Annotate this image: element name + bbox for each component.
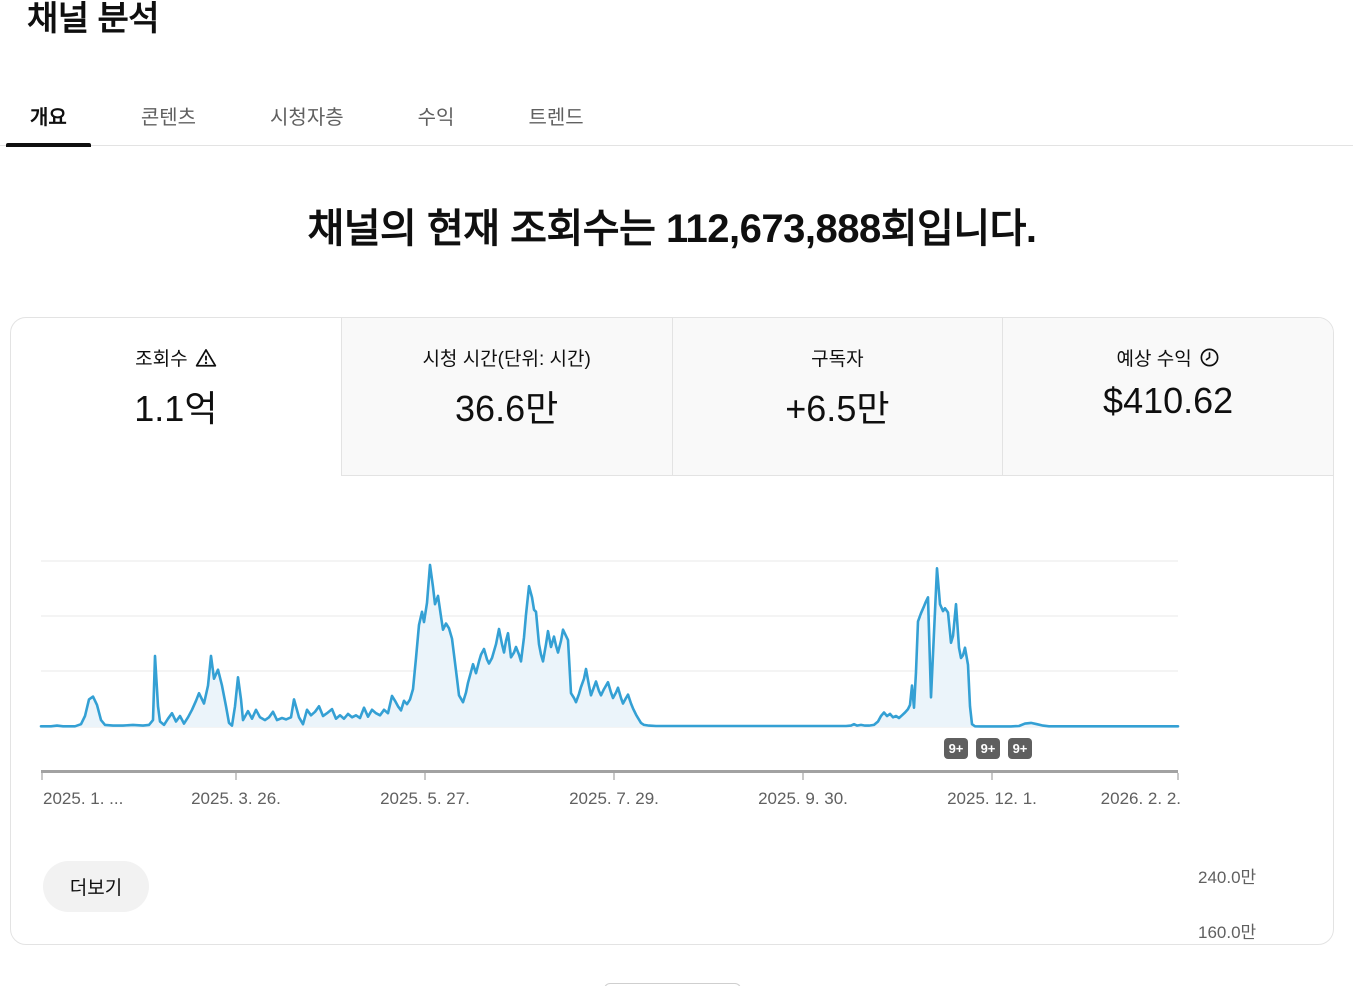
analytics-card: 조회수 1.1억 시청 시간(단위: 시간) 36.6만: [10, 317, 1334, 945]
metric-strip: 조회수 1.1억 시청 시간(단위: 시간) 36.6만: [11, 318, 1333, 476]
tab-overview[interactable]: 개요: [6, 85, 91, 147]
see-more-button[interactable]: 더보기: [43, 861, 149, 912]
tab-revenue-label: 수익: [417, 106, 455, 129]
metric-watch-time-label: 시청 시간(단위: 시간): [422, 349, 591, 370]
video-marker-badge-2[interactable]: 9+: [976, 738, 1000, 759]
tab-content[interactable]: 콘텐츠: [117, 85, 220, 146]
metric-views-value: 1.1억: [134, 388, 218, 429]
x-tick-mar: 2025. 3. 26.: [191, 789, 281, 808]
metric-subscribers-value: +6.5만: [785, 388, 890, 429]
x-axis-ticks: [41, 773, 1179, 780]
clock-icon: [1199, 347, 1220, 368]
metric-revenue[interactable]: 예상 수익 $410.62: [1002, 318, 1333, 476]
tab-trends-label: 트렌드: [528, 106, 584, 129]
x-tick-dec: 2025. 12. 1.: [947, 789, 1037, 808]
views-line-chart[interactable]: [11, 531, 1334, 781]
tab-audience-label: 시청자층: [270, 106, 344, 129]
tab-revenue[interactable]: 수익: [394, 85, 479, 146]
tab-content-label: 콘텐츠: [140, 106, 197, 129]
metric-revenue-value: $410.62: [1103, 380, 1234, 421]
tab-overview-label: 개요: [30, 106, 67, 129]
metric-views-label: 조회수: [135, 349, 188, 370]
video-marker-badge-3[interactable]: 9+: [1008, 738, 1032, 759]
chart-line: [39, 563, 1180, 728]
tab-audience[interactable]: 시청자층: [246, 85, 368, 146]
warning-icon: [195, 347, 217, 369]
metric-views[interactable]: 조회수 1.1억: [11, 318, 341, 476]
x-tick-jan: 2025. 1. ...: [43, 789, 124, 808]
y-tick-240: 240.0만: [1198, 868, 1257, 887]
metric-subscribers-label: 구독자: [811, 349, 864, 370]
analytics-tabbar: 개요 콘텐츠 시청자층 수익 트렌드: [0, 85, 1353, 147]
metric-watch-time-value: 36.6만: [455, 388, 559, 429]
y-tick-160: 160.0만: [1198, 923, 1257, 942]
active-tab-underline: [6, 142, 91, 147]
metric-revenue-label: 예상 수익: [1116, 349, 1192, 370]
current-views-headline: 채널의 현재 조회수는 112,673,888회입니다.: [307, 207, 1037, 251]
metric-subscribers[interactable]: 구독자 +6.5만: [671, 318, 1003, 476]
chart-area-fill: [41, 564, 1178, 727]
x-axis-strip: [41, 770, 1178, 773]
tab-trends[interactable]: 트렌드: [504, 85, 607, 146]
x-tick-feb: 2026. 2. 2.: [1100, 789, 1181, 808]
x-tick-sep: 2025. 9. 30.: [758, 789, 848, 808]
page-title: 채널 분석: [27, 0, 160, 38]
x-tick-may: 2025. 5. 27.: [380, 789, 470, 808]
metric-watch-time[interactable]: 시청 시간(단위: 시간) 36.6만: [340, 318, 672, 476]
x-tick-jul: 2025. 7. 29.: [569, 789, 659, 808]
video-marker-badge-1[interactable]: 9+: [944, 738, 968, 759]
